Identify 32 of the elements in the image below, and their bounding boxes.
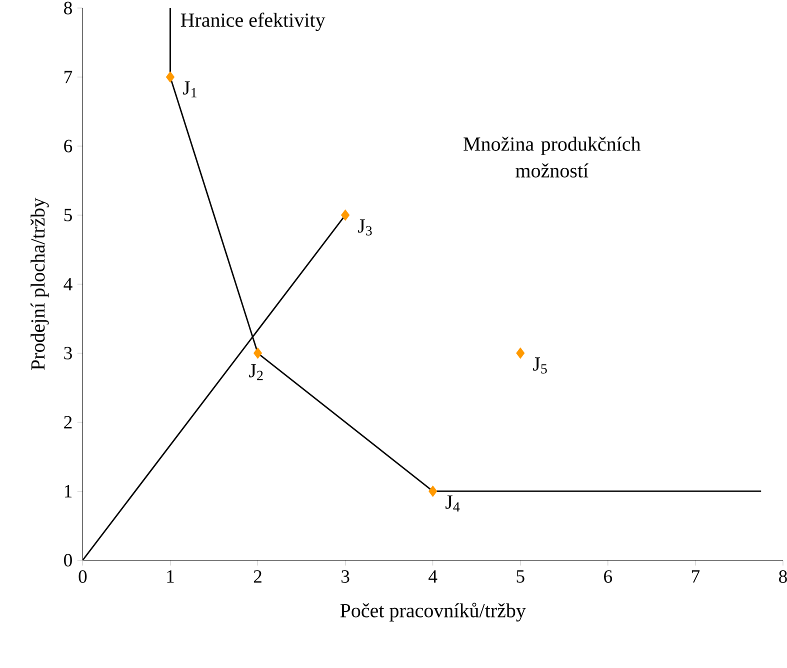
annotation: J$_{3}$ [358, 219, 372, 236]
x-tick-label: 5 [516, 570, 524, 583]
y-tick-label: 7 [64, 70, 72, 84]
annotation: J$_{5}$ [533, 357, 547, 374]
annotation: Množina produkčních možností [464, 136, 641, 178]
x-tick-label: 2 [254, 570, 262, 583]
x-tick-label: 7 [692, 570, 700, 582]
point [166, 71, 175, 83]
point [516, 347, 525, 359]
point [254, 347, 262, 359]
y-tick-label: 4 [64, 278, 72, 290]
x-tick-label: 1 [167, 570, 174, 582]
y-tick-label: 3 [64, 346, 72, 360]
y-tick-label: 2 [64, 416, 72, 428]
y-tick-label: 5 [64, 208, 72, 222]
x-tick-label: 6 [604, 570, 612, 583]
annotation: J$_{1}$ [182, 81, 196, 98]
y-axis-title: Prodejní plocha/tržby [30, 198, 49, 370]
y-tick-label: 0 [64, 554, 72, 566]
y-tick-label: 1 [64, 484, 72, 498]
annotation: Hranice efektivity [180, 12, 326, 31]
x-tick-label: 4 [428, 570, 438, 582]
point [428, 485, 438, 497]
y-tick-label: 8 [64, 2, 72, 14]
annotation: J$_{2}$ [249, 364, 263, 380]
y-tick-label: 6 [64, 140, 72, 152]
point [341, 209, 350, 221]
x-axis-title: Počet pracovníků/tržby [340, 602, 526, 622]
x-tick-label: 3 [342, 570, 350, 583]
x-tick-label: 0 [78, 570, 87, 583]
annotation: J$_{4}$ [446, 495, 460, 512]
x-tick-label: 8 [779, 570, 787, 583]
